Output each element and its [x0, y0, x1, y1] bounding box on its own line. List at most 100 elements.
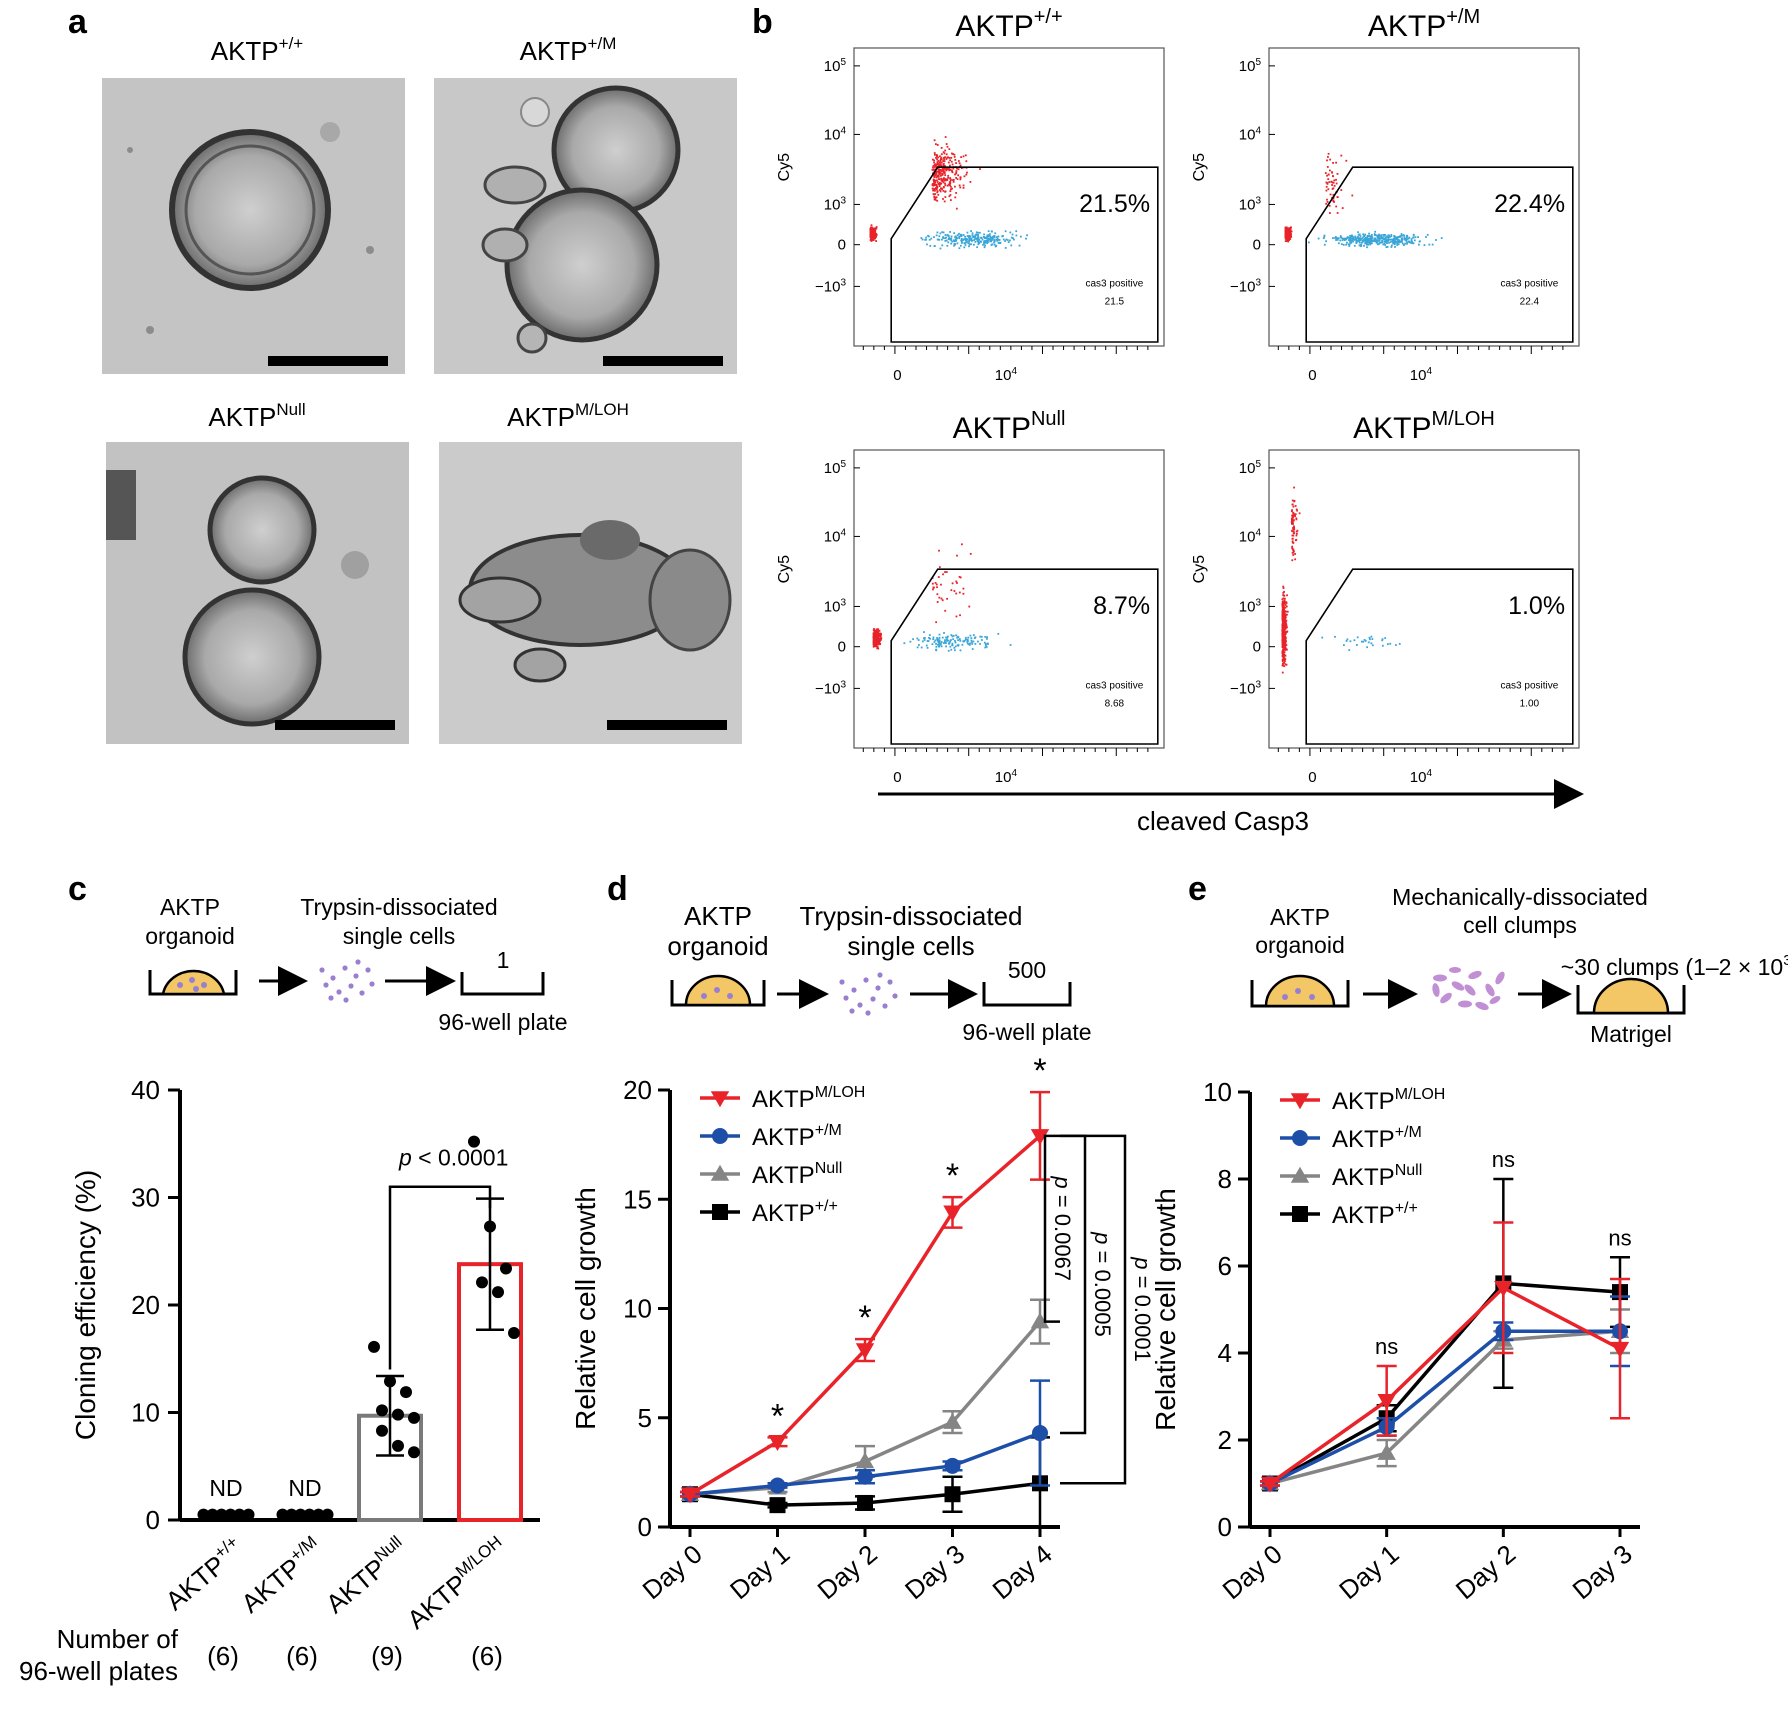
event-dot [1440, 237, 1443, 240]
event-dot [1347, 236, 1350, 239]
event-dot [970, 237, 973, 240]
event-dot [1281, 650, 1284, 653]
event-dot [1355, 242, 1358, 245]
gate-label: cas3 positive [1085, 680, 1143, 691]
event-dot [933, 174, 936, 177]
event-dot [974, 240, 977, 243]
event-dot [1282, 601, 1285, 604]
event-dot [944, 237, 947, 240]
event-dot [993, 236, 996, 239]
event-dot [988, 233, 991, 236]
event-dot [966, 638, 969, 641]
event-dot [1331, 188, 1334, 190]
event-dot [946, 168, 949, 171]
schematic-label: 96-well plate [962, 1019, 1091, 1045]
event-dot [957, 168, 960, 171]
event-dot [1288, 235, 1291, 238]
event-dot [1331, 184, 1333, 186]
legend-label: AKTPNull [1332, 1162, 1422, 1191]
event-dot [873, 637, 876, 640]
event-dot [1284, 617, 1286, 619]
event-dot [936, 593, 939, 596]
data-point [508, 1326, 520, 1339]
event-dot [933, 245, 936, 248]
event-dot [991, 239, 993, 241]
event-dot [877, 633, 880, 636]
event-dot [932, 184, 935, 187]
event-dot [1384, 238, 1387, 241]
event-dot [1287, 231, 1290, 234]
panel-d-schematic: AKTP organoid Trypsin-dissociated single… [667, 901, 1091, 1045]
data-point [233, 1508, 246, 1521]
data-point [500, 1262, 512, 1275]
event-dot [1335, 178, 1337, 181]
data-point [855, 1452, 875, 1469]
event-dot [968, 605, 971, 608]
event-dot [1401, 242, 1404, 245]
event-dot [966, 240, 968, 243]
event-dot [1332, 161, 1334, 164]
event-dot [996, 239, 999, 242]
data-point [224, 1508, 237, 1521]
event-dot [1346, 638, 1349, 641]
event-dot [1396, 238, 1399, 240]
event-dot [1332, 200, 1335, 202]
event-dot [1293, 526, 1296, 529]
event-dot [989, 240, 992, 243]
event-dot [978, 241, 980, 244]
event-dot [1386, 238, 1389, 241]
event-dot [1287, 240, 1290, 243]
event-dot [870, 238, 873, 240]
x-tick-label: Day 1 [1333, 1539, 1404, 1606]
event-dot [1369, 240, 1371, 242]
y-tick-label: 20 [623, 1075, 652, 1105]
event-dot [870, 228, 873, 231]
flow-plot-title: AKTP+/M [1368, 6, 1480, 43]
event-dot [993, 235, 996, 238]
event-dot [983, 246, 986, 249]
event-dot [1418, 243, 1420, 246]
event-dot [933, 166, 936, 168]
event-dot [922, 637, 925, 640]
event-dot [937, 640, 939, 643]
event-dot [1353, 244, 1356, 247]
event-dot [1407, 237, 1410, 240]
event-dot [999, 241, 1002, 244]
event-dot [1281, 598, 1284, 601]
event-dot [967, 236, 970, 239]
organoid-dish-icon [1250, 974, 1350, 1008]
event-dot [869, 227, 872, 230]
event-dot [1343, 644, 1345, 647]
event-dot [948, 182, 951, 185]
event-dot [1293, 525, 1295, 528]
event-dot [874, 235, 877, 238]
event-dot [932, 165, 935, 167]
significance-star: * [1033, 1052, 1046, 1090]
event-dot [1382, 243, 1385, 246]
event-dot [944, 234, 947, 236]
event-dot [958, 638, 961, 640]
event-dot [943, 156, 945, 159]
y-tick-label: 105 [824, 57, 847, 75]
x-tick-label: AKTPNull [319, 1532, 414, 1619]
event-dot [1285, 648, 1288, 651]
event-dot [948, 195, 951, 198]
event-dot [916, 646, 919, 649]
event-dot [1291, 559, 1294, 562]
event-dot [1398, 240, 1400, 243]
event-dot [1331, 181, 1334, 184]
event-dot [1285, 624, 1288, 627]
event-dot [993, 240, 996, 243]
event-dot [966, 231, 969, 234]
event-dot [972, 243, 975, 246]
event-dot [963, 246, 966, 249]
event-dot [1004, 240, 1006, 242]
event-dot [1281, 662, 1284, 665]
event-dot [931, 643, 934, 646]
data-point [242, 1508, 255, 1521]
flow-x-axis-label: cleaved Casp3 [1137, 806, 1309, 836]
event-dot [932, 588, 934, 591]
event-dot [944, 642, 947, 644]
event-dot [973, 239, 976, 241]
event-dot [944, 179, 947, 182]
